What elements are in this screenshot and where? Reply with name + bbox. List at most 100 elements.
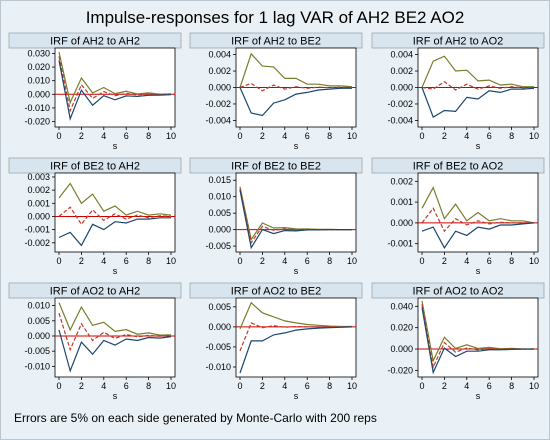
series-line-irf bbox=[58, 206, 172, 226]
y-tick-label: 0.000 bbox=[208, 83, 231, 93]
y-tick-label: 0.010 bbox=[208, 192, 231, 202]
x-axis-label: s bbox=[476, 141, 481, 151]
x-tick-label: 8 bbox=[146, 131, 151, 141]
y-tick-label: 0.005 bbox=[208, 302, 231, 312]
plot-area bbox=[54, 47, 176, 128]
x-tick-label: 0 bbox=[419, 131, 424, 141]
y-tick-label: 0.002 bbox=[390, 176, 413, 186]
series-line-upper bbox=[239, 301, 352, 330]
x-tick-label: 10 bbox=[347, 131, 357, 141]
x-tick-label: 6 bbox=[124, 131, 129, 141]
y-tick-label: -0.005 bbox=[205, 342, 231, 352]
y-tick-label: 0.001 bbox=[27, 198, 50, 208]
series-line-irf bbox=[58, 56, 172, 113]
panel-title: IRF of AO2 to AO2 bbox=[412, 286, 503, 298]
x-tick-label: 10 bbox=[529, 256, 539, 266]
x-tick-label: 6 bbox=[124, 381, 129, 391]
panel-title: IRF of BE2 to BE2 bbox=[231, 161, 321, 173]
x-tick-label: 10 bbox=[529, 381, 539, 391]
y-tick-label: 0.000 bbox=[208, 225, 231, 235]
y-tick-label: -0.010 bbox=[205, 362, 231, 372]
x-tick-label: 2 bbox=[260, 381, 265, 391]
x-tick-label: 2 bbox=[79, 256, 84, 266]
x-tick-label: 8 bbox=[327, 256, 332, 266]
x-tick-label: 10 bbox=[347, 381, 357, 391]
series-line-upper bbox=[421, 186, 535, 224]
y-tick-label: 0.020 bbox=[390, 323, 413, 333]
series-line-lower bbox=[58, 329, 172, 373]
x-tick-label: 2 bbox=[260, 256, 265, 266]
y-tick-label: -0.002 bbox=[387, 99, 413, 109]
y-tick-label: 0.000 bbox=[390, 218, 413, 228]
x-tick-label: 6 bbox=[305, 381, 310, 391]
series-line-lower bbox=[421, 307, 535, 375]
panel-title: IRF of AH2 to AH2 bbox=[50, 36, 140, 48]
y-tick-label: 0.005 bbox=[27, 316, 50, 326]
x-tick-label: 4 bbox=[101, 256, 106, 266]
x-tick-label: 10 bbox=[166, 256, 176, 266]
y-tick-label: -0.004 bbox=[205, 115, 231, 125]
series-line-lower bbox=[239, 326, 353, 374]
x-tick-label: 6 bbox=[487, 131, 492, 141]
series-line-upper bbox=[239, 52, 353, 88]
series-line-irf bbox=[239, 322, 352, 352]
y-tick-label: 0.000 bbox=[27, 331, 50, 341]
y-tick-label: 0.001 bbox=[390, 197, 413, 207]
y-tick-label: 0.002 bbox=[27, 185, 50, 195]
y-tick-label: 0.010 bbox=[27, 301, 50, 311]
x-axis-label: s bbox=[113, 141, 118, 151]
y-tick-label: 0.005 bbox=[208, 208, 231, 218]
x-tick-label: 8 bbox=[509, 131, 514, 141]
series-line-lower bbox=[58, 217, 171, 247]
x-tick-label: 10 bbox=[347, 256, 357, 266]
x-tick-label: 8 bbox=[509, 381, 514, 391]
y-tick-label: -0.005 bbox=[24, 346, 50, 356]
y-tick-label: -0.010 bbox=[24, 103, 50, 113]
x-tick-label: 8 bbox=[146, 256, 151, 266]
figure-title: Impulse-responses for 1 lag VAR of AH2 B… bbox=[85, 8, 465, 27]
series-line-lower bbox=[239, 87, 352, 117]
x-tick-label: 0 bbox=[419, 256, 424, 266]
plot-area bbox=[235, 297, 357, 378]
x-tick-label: 2 bbox=[442, 256, 447, 266]
x-tick-label: 0 bbox=[237, 256, 242, 266]
y-tick-label: -0.020 bbox=[24, 117, 50, 127]
x-tick-label: 0 bbox=[56, 256, 61, 266]
y-tick-label: 0.030 bbox=[27, 48, 50, 58]
y-tick-label: 0.020 bbox=[27, 62, 50, 72]
x-tick-label: 4 bbox=[282, 131, 287, 141]
series-line-irf bbox=[239, 82, 353, 92]
x-tick-label: 4 bbox=[101, 381, 106, 391]
x-tick-label: 10 bbox=[166, 131, 176, 141]
series-line-irf bbox=[421, 80, 535, 91]
x-tick-label: 4 bbox=[464, 131, 469, 141]
panel-title: IRF of AH2 to BE2 bbox=[231, 36, 321, 48]
series-line-irf bbox=[421, 207, 534, 233]
series-line-upper bbox=[58, 182, 172, 216]
x-tick-label: 10 bbox=[529, 131, 539, 141]
y-tick-label: 0.003 bbox=[27, 172, 50, 182]
x-tick-label: 8 bbox=[146, 381, 151, 391]
y-tick-label: 0.004 bbox=[208, 50, 231, 60]
y-tick-label: 0.010 bbox=[27, 76, 50, 86]
y-tick-label: 0.000 bbox=[390, 83, 413, 93]
x-tick-label: 6 bbox=[487, 256, 492, 266]
x-axis-label: s bbox=[294, 266, 299, 276]
panel-title: IRF of BE2 to AO2 bbox=[413, 161, 504, 173]
x-tick-label: 4 bbox=[101, 131, 106, 141]
x-tick-label: 4 bbox=[464, 381, 469, 391]
x-axis-label: s bbox=[113, 266, 118, 276]
y-tick-label: -0.020 bbox=[387, 365, 413, 375]
y-tick-label: 0.002 bbox=[390, 66, 413, 76]
y-tick-label: -0.002 bbox=[205, 99, 231, 109]
y-tick-label: 0.000 bbox=[27, 211, 50, 221]
y-tick-label: 0.000 bbox=[390, 344, 413, 354]
x-tick-label: 4 bbox=[282, 381, 287, 391]
x-tick-label: 2 bbox=[79, 131, 84, 141]
plot-area bbox=[417, 297, 539, 378]
x-tick-label: 0 bbox=[419, 381, 424, 391]
plot-area bbox=[235, 172, 357, 253]
y-tick-label: -0.001 bbox=[387, 239, 413, 249]
x-tick-label: 4 bbox=[464, 256, 469, 266]
